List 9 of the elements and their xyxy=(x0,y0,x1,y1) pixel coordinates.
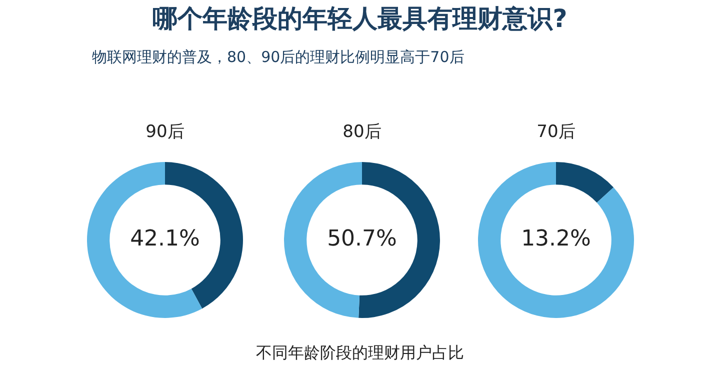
data-label: 13.2% xyxy=(521,226,591,252)
chart-title: 70后 xyxy=(536,121,576,143)
chart-title: 90后 xyxy=(144,121,186,143)
data-label: 50.7% xyxy=(327,226,397,252)
text: 哪个年龄段的年轻人最具有理财意识? xyxy=(152,3,568,35)
text: 物联网理财的普及，80、90后的理财比例明显高于70后 xyxy=(92,48,466,67)
chart-title: 80后 xyxy=(342,121,382,143)
text: 不同年龄阶段的理财用户占比 xyxy=(255,343,465,364)
data-label: 42.1% xyxy=(130,226,200,252)
